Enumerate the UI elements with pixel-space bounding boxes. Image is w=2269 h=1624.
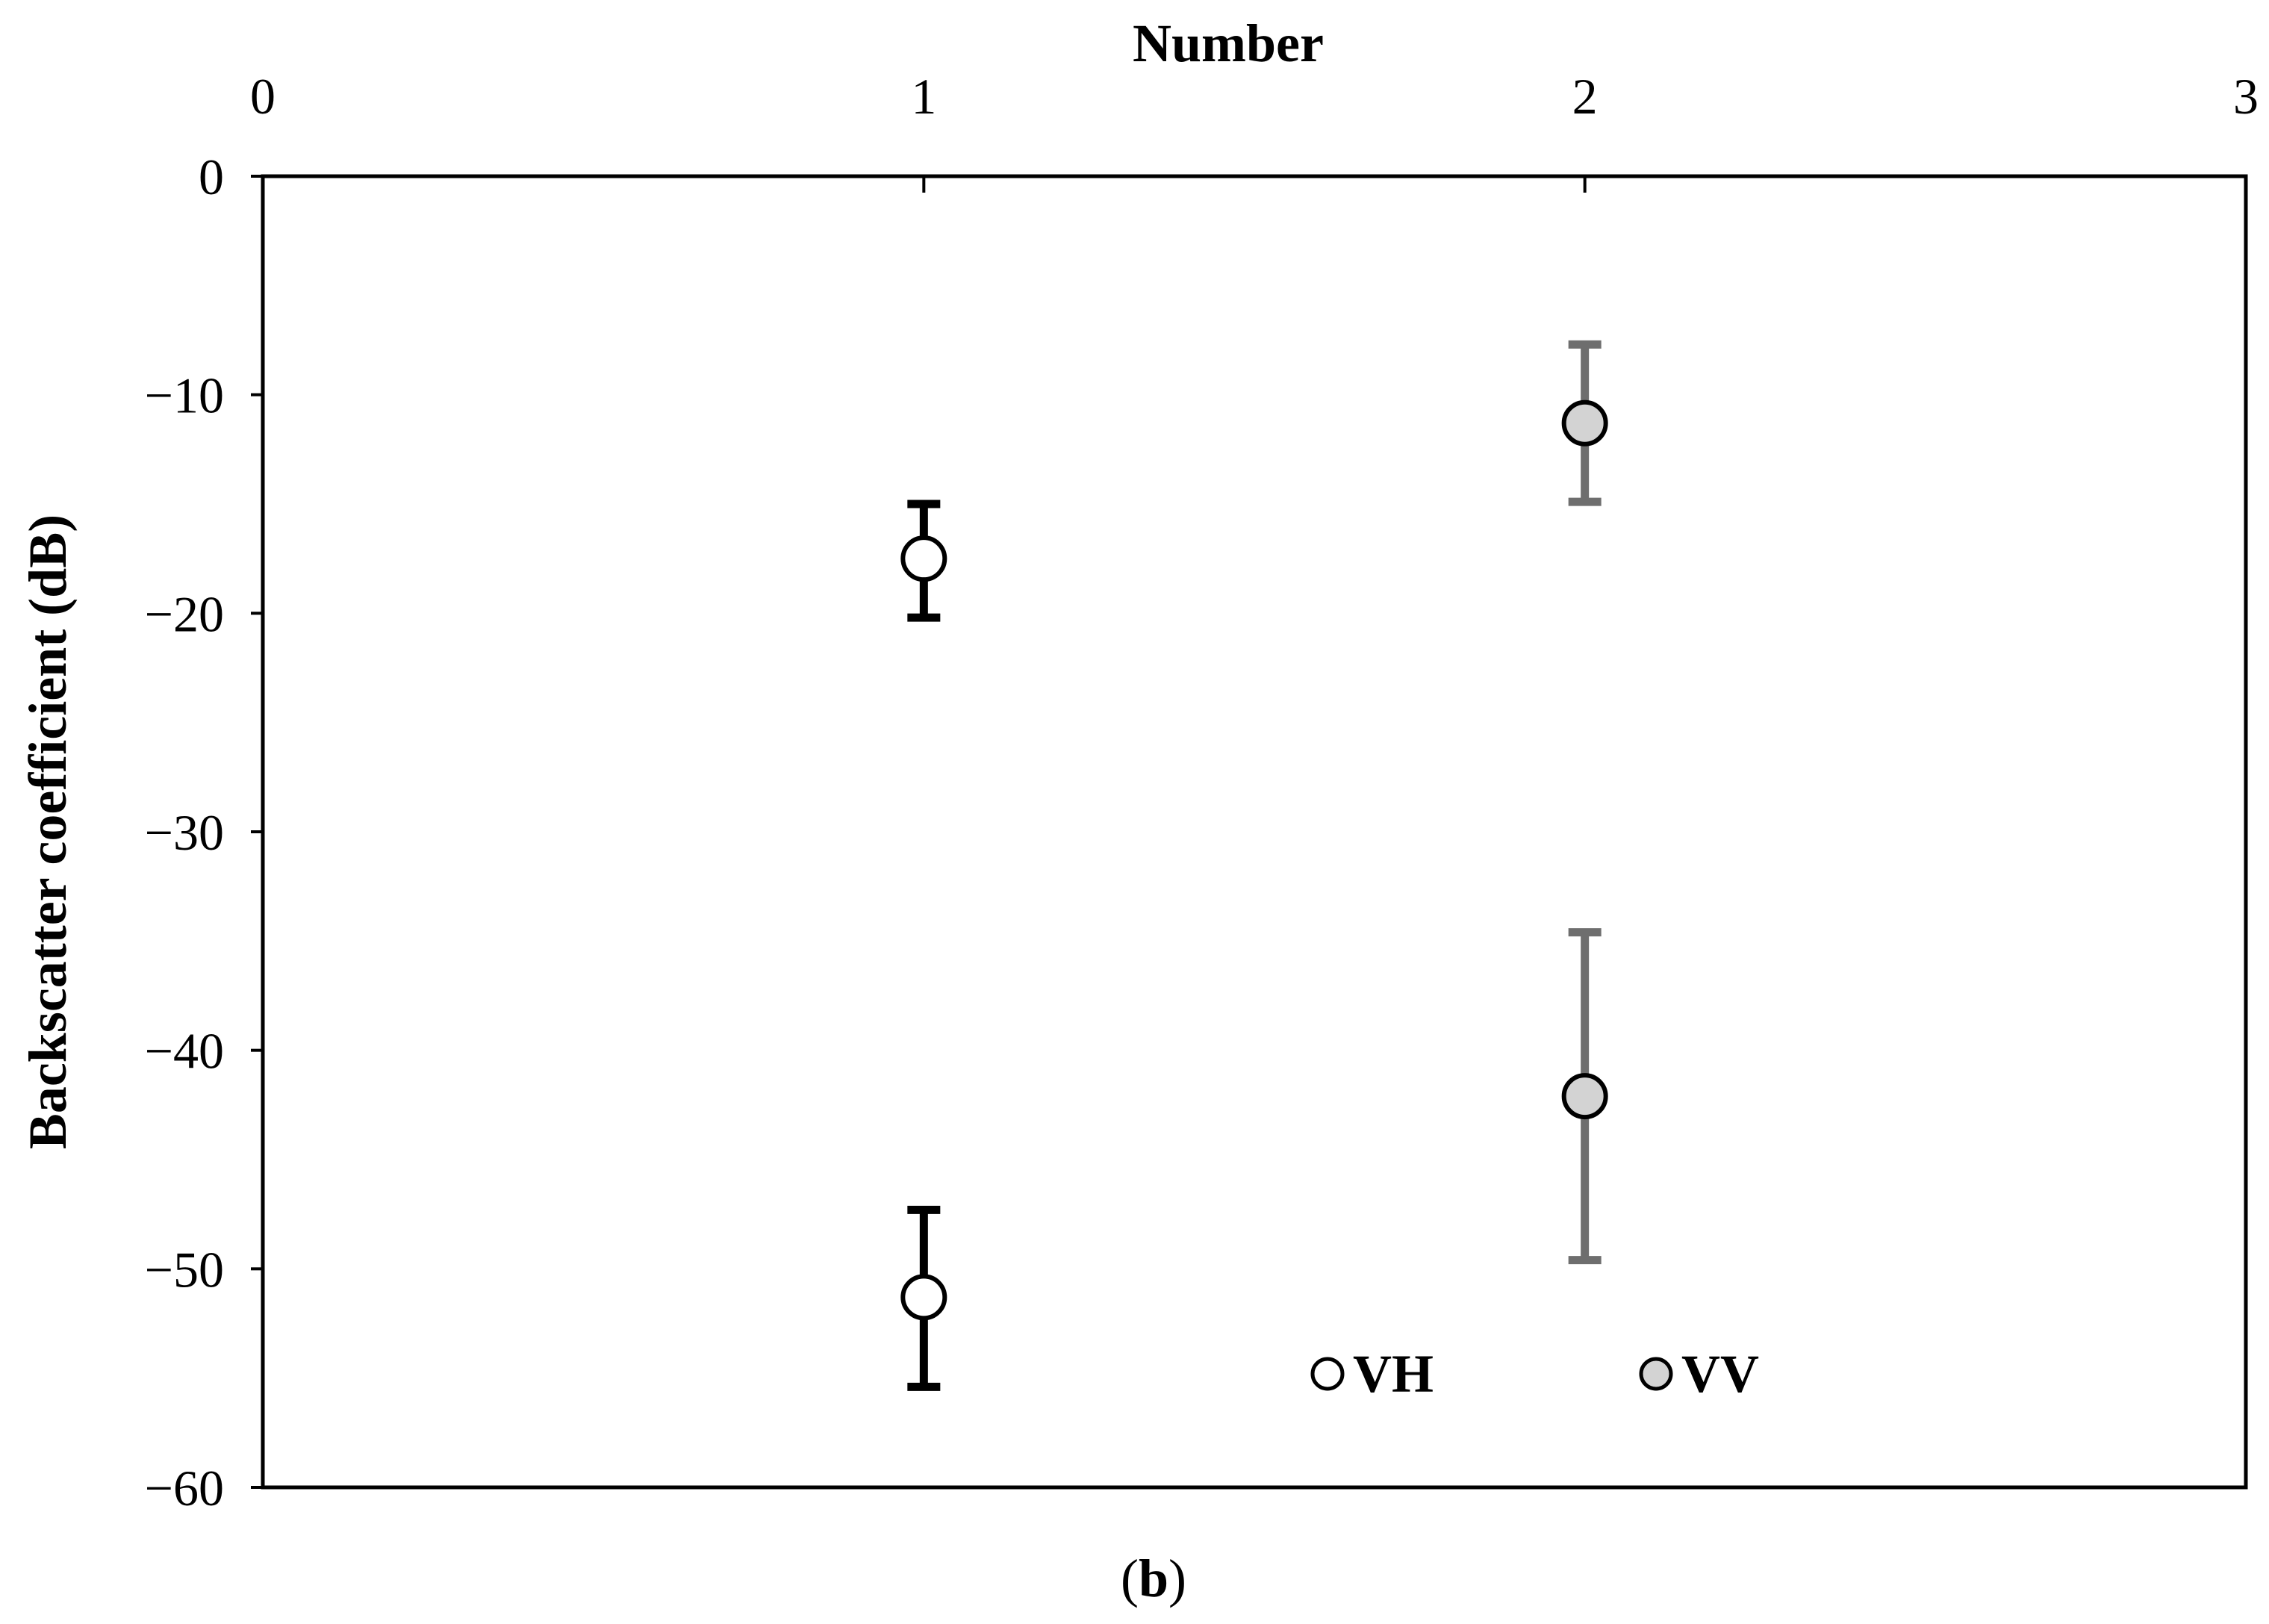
x-axis: 0 1 2 3 bbox=[250, 68, 2259, 193]
legend-label-vv: VV bbox=[1681, 1344, 1759, 1404]
x-tick-label: 3 bbox=[2233, 68, 2259, 125]
y-axis-title: Backscatter coefficient (dB) bbox=[18, 514, 78, 1149]
legend: VH VV bbox=[1310, 1344, 1759, 1404]
x-tick-label: 0 bbox=[250, 68, 276, 125]
error-bars bbox=[907, 340, 1602, 1391]
point-vv bbox=[1561, 1073, 1608, 1120]
panel-label: (b) bbox=[1121, 1549, 1186, 1608]
legend-marker-vv bbox=[1639, 1357, 1673, 1391]
point-vv bbox=[1561, 399, 1608, 447]
y-tick-label: −40 bbox=[145, 1023, 224, 1080]
y-tick-label: −50 bbox=[145, 1241, 224, 1298]
y-tick-label: −20 bbox=[145, 585, 224, 642]
x-axis-title: Number bbox=[1133, 13, 1324, 73]
x-tick-label: 2 bbox=[1572, 68, 1598, 125]
plot-frame bbox=[261, 174, 2248, 1490]
panel-label-letter: b bbox=[1139, 1549, 1168, 1608]
y-tick-label: 0 bbox=[199, 149, 224, 205]
y-tick-label: −10 bbox=[145, 367, 224, 424]
y-tick-label: −30 bbox=[145, 804, 224, 861]
y-axis: 0 −10 −20 −30 −40 −50 −60 bbox=[145, 149, 263, 1516]
data-markers bbox=[900, 399, 1608, 1321]
point-vh bbox=[900, 535, 947, 582]
legend-marker-vh bbox=[1310, 1357, 1345, 1391]
point-vh bbox=[900, 1274, 947, 1321]
legend-label-vh: VH bbox=[1353, 1344, 1434, 1404]
x-tick-label: 1 bbox=[911, 68, 936, 125]
y-tick-label: −60 bbox=[145, 1460, 224, 1516]
